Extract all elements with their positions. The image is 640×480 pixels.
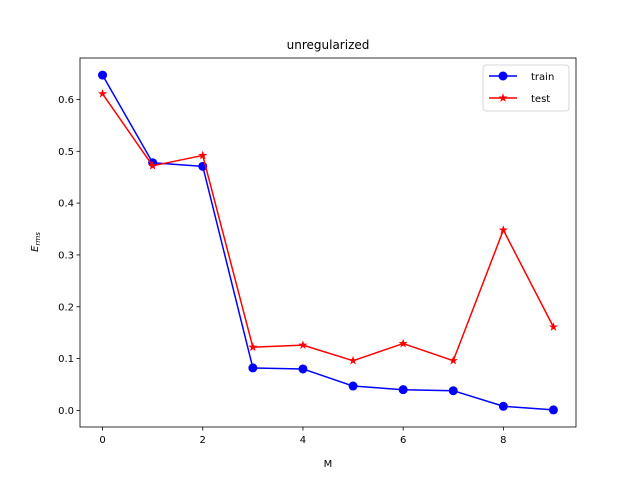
- data-point-train: [398, 385, 408, 395]
- data-point-train: [98, 70, 108, 80]
- data-point-train: [348, 381, 358, 391]
- data-point-test: [97, 88, 108, 98]
- axes-frame: [79, 57, 577, 428]
- data-point-train: [298, 364, 308, 374]
- x-axis-label: M: [324, 459, 333, 470]
- data-point-train: [248, 363, 258, 373]
- x-tick-label: 0: [99, 435, 105, 446]
- data-point-test: [248, 342, 258, 352]
- y-tick-label: 0.4: [58, 199, 74, 210]
- legend: train test: [482, 64, 570, 112]
- data-point-test: [148, 161, 158, 170]
- y-tick-label: 0.5: [58, 147, 74, 158]
- y-axis-label-subscript: rms: [34, 232, 42, 246]
- legend-marker-test: [498, 93, 508, 102]
- data-point-test: [498, 225, 508, 234]
- data-point-test: [398, 338, 408, 348]
- x-axis-ticks: 0 2 4 6 8: [99, 427, 507, 446]
- data-point-train: [448, 386, 458, 396]
- y-tick-label: 0.1: [58, 354, 74, 365]
- y-tick-label: 0.0: [58, 406, 74, 417]
- y-tick-label: 0.2: [58, 302, 74, 313]
- legend-label-train: train: [531, 72, 554, 83]
- legend-box: [482, 64, 570, 112]
- data-point-test: [548, 322, 559, 331]
- y-axis-ticks: 0.0 0.1 0.2 0.3 0.4 0.5 0.6: [58, 95, 80, 417]
- x-tick-label: 4: [300, 435, 306, 446]
- series-line-test: [101, 93, 555, 362]
- legend-marker-train: [498, 71, 508, 81]
- data-point-test: [348, 355, 358, 365]
- y-axis-label-main: E: [30, 245, 41, 252]
- y-tick-label: 0.6: [58, 95, 74, 106]
- data-point-test: [298, 340, 308, 349]
- y-tick-label: 0.3: [58, 250, 74, 261]
- plot-area: [80, 58, 576, 427]
- data-point-train: [498, 401, 508, 411]
- x-tick-label: 2: [200, 435, 206, 446]
- chart-title: unregularized: [287, 38, 370, 52]
- series-line-train: [101, 74, 554, 411]
- x-tick-label: 8: [500, 435, 506, 446]
- data-point-train: [548, 405, 558, 415]
- data-point-test: [198, 150, 208, 160]
- series-layer: [97, 70, 559, 415]
- x-tick-label: 6: [400, 435, 406, 446]
- legend-label-test: test: [531, 94, 550, 105]
- data-point-test: [448, 355, 458, 365]
- y-axis-label: Erms: [30, 232, 42, 252]
